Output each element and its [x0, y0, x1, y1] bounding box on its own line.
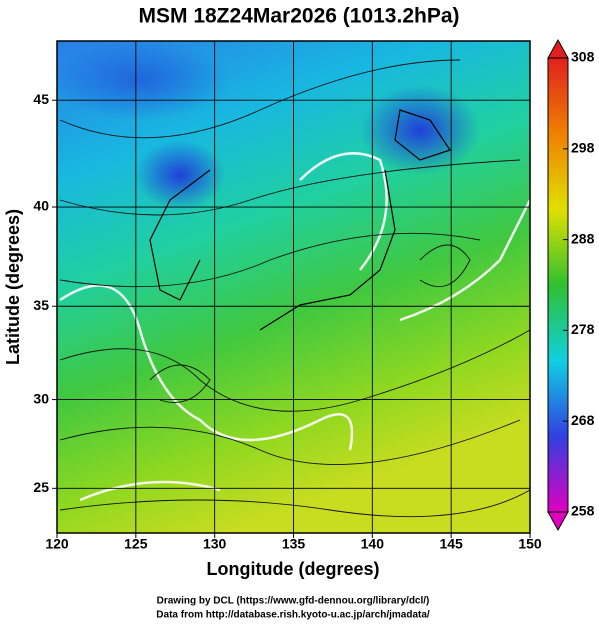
colorbar-tick-label: 278 [571, 321, 595, 337]
y-tick-label: 40 [33, 198, 49, 214]
y-tick-label: 35 [33, 297, 49, 313]
colorbar-tick-label: 268 [571, 412, 595, 428]
grid [56, 41, 531, 533]
x-tick-label: 145 [439, 536, 463, 552]
y-tick-label: 30 [33, 390, 49, 406]
x-tick-label: 120 [45, 536, 69, 552]
x-tick-label: 130 [203, 536, 227, 552]
temperature-field [57, 41, 530, 533]
colorbar [547, 57, 569, 513]
credit: Drawing by DCL (https://www.gfd-dennou.o… [157, 596, 430, 607]
x-tick-label: 135 [282, 536, 306, 552]
y-tick-label: 45 [33, 91, 49, 107]
x-tick-label: 150 [518, 536, 542, 552]
colorbar-tick-label: 308 [571, 49, 595, 65]
colorbar-tick-label: 298 [571, 140, 595, 156]
y-axis-label: Latitude (degrees) [3, 209, 23, 365]
x-tick-label: 125 [124, 536, 148, 552]
y-tick-label: 25 [33, 479, 49, 495]
colorbar-extend-top [547, 38, 569, 59]
colorbar-extend-bottom [547, 511, 569, 532]
colorbar-tick-label: 258 [571, 503, 595, 519]
chart-title: MSM 18Z24Mar2026 (1013.2hPa) [139, 5, 460, 28]
colorbar-tick-label: 288 [571, 230, 595, 246]
x-tick-label: 140 [361, 536, 385, 552]
credit: Data from http://database.rish.kyoto-u.a… [156, 610, 430, 621]
x-axis-label: Longitude (degrees) [206, 559, 379, 579]
